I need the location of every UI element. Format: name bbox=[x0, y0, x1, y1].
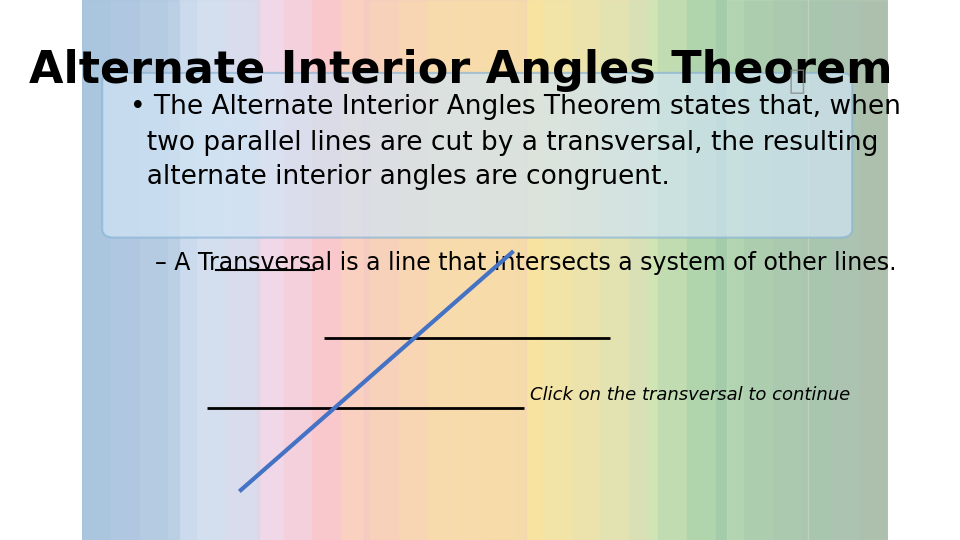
Text: Alternate Interior Angles Theorem: Alternate Interior Angles Theorem bbox=[30, 49, 893, 92]
Bar bbox=[485, 0, 514, 540]
Bar bbox=[525, 0, 647, 540]
Text: Click on the transversal to continue: Click on the transversal to continue bbox=[530, 386, 850, 404]
Bar bbox=[571, 0, 600, 540]
Text: • The Alternate Interior Angles Theorem states that, when
  two parallel lines a: • The Alternate Interior Angles Theorem … bbox=[131, 94, 901, 191]
Bar bbox=[745, 0, 774, 540]
Bar bbox=[82, 0, 179, 540]
Bar bbox=[82, 0, 110, 540]
Bar bbox=[364, 0, 525, 540]
Bar bbox=[197, 0, 226, 540]
Bar bbox=[370, 0, 398, 540]
Bar bbox=[283, 0, 312, 540]
Bar bbox=[341, 0, 370, 540]
Bar bbox=[659, 0, 687, 540]
Bar bbox=[427, 0, 456, 540]
Bar bbox=[226, 0, 254, 540]
Bar bbox=[716, 0, 745, 540]
Bar bbox=[808, 0, 889, 540]
Bar bbox=[860, 0, 889, 540]
Text: – A Transversal is a line that intersects a system of other lines.: – A Transversal is a line that intersect… bbox=[155, 251, 896, 275]
Bar bbox=[774, 0, 803, 540]
Bar bbox=[831, 0, 860, 540]
Bar bbox=[110, 0, 139, 540]
Bar bbox=[254, 0, 283, 540]
Bar bbox=[179, 0, 259, 540]
Bar bbox=[514, 0, 542, 540]
FancyBboxPatch shape bbox=[102, 73, 852, 238]
Bar bbox=[687, 0, 716, 540]
Bar bbox=[728, 0, 808, 540]
Bar bbox=[312, 0, 341, 540]
Bar bbox=[803, 0, 831, 540]
Bar bbox=[456, 0, 485, 540]
Text: 🔊: 🔊 bbox=[788, 68, 805, 96]
Bar bbox=[398, 0, 427, 540]
Bar bbox=[168, 0, 197, 540]
Bar bbox=[600, 0, 630, 540]
Bar bbox=[542, 0, 571, 540]
Bar bbox=[630, 0, 659, 540]
Bar bbox=[139, 0, 168, 540]
